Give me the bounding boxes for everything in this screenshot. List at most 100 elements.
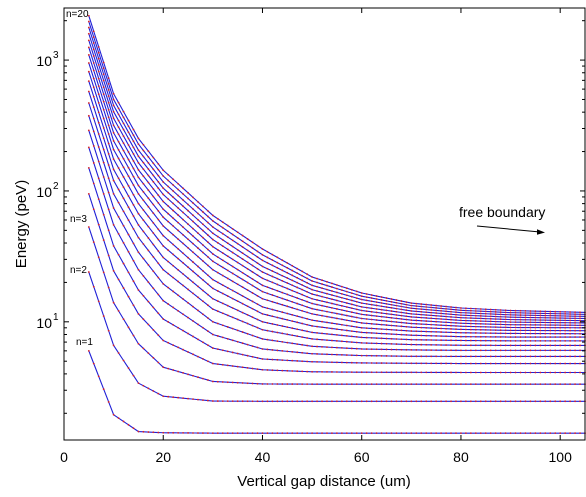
level-point [137, 137, 140, 140]
level-point [534, 321, 537, 324]
level-point [256, 318, 259, 321]
level-point [345, 400, 348, 403]
level-point [425, 371, 428, 374]
level-point [400, 343, 403, 346]
level-point [102, 137, 105, 140]
level-point [306, 295, 309, 298]
level-point [321, 283, 323, 285]
level-point [276, 261, 279, 264]
level-point [494, 371, 497, 374]
level-point [246, 297, 249, 300]
level-point [127, 175, 130, 178]
level-point [524, 432, 527, 435]
level-point [460, 355, 462, 358]
level-point [197, 274, 199, 277]
level-point [281, 285, 284, 288]
level-point [296, 276, 299, 279]
level-point [276, 316, 279, 319]
level-point [202, 313, 204, 316]
level-point [395, 301, 398, 304]
level-point [455, 371, 457, 374]
level-point [494, 432, 497, 435]
level-point [504, 321, 507, 323]
level-point [271, 432, 274, 435]
level-point [504, 332, 507, 335]
level-point [202, 211, 204, 213]
level-point [221, 363, 224, 366]
level-point [117, 126, 120, 129]
level-point [450, 308, 452, 311]
level-point [365, 310, 368, 313]
level-curve [87, 192, 586, 374]
level-point [524, 312, 527, 314]
level-point [256, 287, 259, 290]
level-point [465, 325, 467, 328]
level-point [445, 321, 447, 324]
level-point [231, 327, 234, 330]
level-point [142, 430, 145, 433]
level-point [494, 323, 497, 326]
level-point [455, 339, 457, 342]
level-point [142, 257, 145, 260]
level-point [410, 371, 413, 374]
level-point [440, 362, 442, 365]
level-point [211, 226, 214, 228]
level-point [152, 174, 155, 177]
level-point [420, 400, 423, 403]
level-point [306, 306, 309, 308]
level-point [465, 311, 467, 314]
level-point [534, 344, 537, 347]
y-axis-label: Energy (peV) [13, 180, 30, 268]
level-point [375, 323, 378, 326]
level-point [440, 307, 442, 310]
level-point [564, 311, 567, 313]
level-point [246, 343, 249, 346]
level-point [465, 316, 467, 319]
level-point [221, 381, 224, 383]
level-point [266, 307, 269, 310]
level-point [221, 349, 224, 352]
level-point [514, 339, 517, 342]
level-point [509, 316, 512, 319]
level-point [430, 355, 433, 358]
level-point [400, 383, 403, 386]
level-point [157, 431, 160, 434]
level-point [107, 177, 110, 180]
level-point [465, 307, 467, 310]
level-point [246, 275, 249, 277]
level-point [157, 334, 160, 337]
level-point [162, 234, 165, 237]
level-point [236, 352, 239, 355]
level-point [281, 350, 284, 352]
level-point [336, 353, 338, 356]
level-point [296, 343, 299, 345]
level-point [455, 319, 457, 321]
level-point [266, 432, 269, 435]
level-point [539, 332, 542, 335]
level-point [306, 300, 309, 303]
level-point [147, 162, 150, 164]
level-point [231, 400, 234, 403]
level-point [544, 319, 547, 321]
level-point [112, 413, 115, 416]
level-point [455, 328, 457, 331]
level-point [266, 299, 269, 302]
level-point [271, 339, 274, 342]
level-point [221, 302, 224, 305]
level-point [375, 319, 378, 321]
level-point [549, 321, 552, 324]
level-point [514, 383, 517, 386]
level-point [385, 432, 388, 435]
level-point [192, 374, 194, 377]
level-point [202, 260, 204, 262]
level-point [400, 302, 403, 305]
level-point [127, 367, 130, 369]
level-point [519, 332, 522, 335]
level-point [410, 316, 413, 318]
level-point [107, 286, 110, 289]
level-point [216, 432, 219, 435]
level-point [207, 399, 209, 402]
level-point [474, 371, 477, 374]
level-point [142, 168, 145, 171]
level-point [479, 332, 482, 334]
